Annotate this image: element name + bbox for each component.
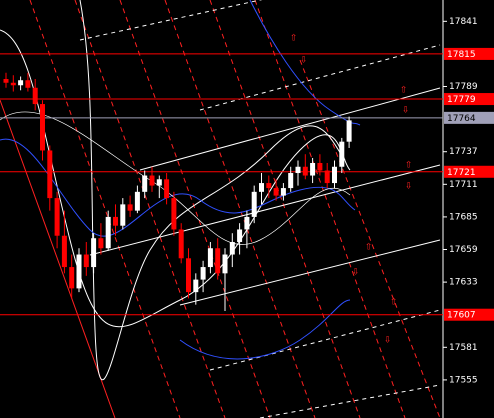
candle-body — [149, 175, 155, 186]
candle-body — [266, 183, 272, 189]
candle-body — [207, 248, 213, 268]
candle-body — [237, 229, 243, 242]
candle-body — [186, 258, 191, 293]
price-level-label: 17764 — [447, 114, 476, 124]
candle-body — [317, 162, 323, 171]
candle-body — [295, 166, 301, 174]
price-level-box — [444, 111, 494, 124]
y-tick-label: 17659 — [449, 245, 478, 255]
candle-body — [127, 204, 133, 211]
y-tick-label: 17633 — [449, 278, 478, 288]
price-level-box — [444, 47, 494, 60]
svg-text:⇩: ⇩ — [384, 336, 392, 346]
candle-body — [10, 82, 16, 86]
candle-body — [61, 235, 67, 268]
svg-text:⇧: ⇧ — [390, 298, 398, 308]
candle-body — [156, 179, 162, 186]
price-level-box — [444, 308, 494, 321]
candle-body — [273, 188, 279, 196]
candle-body — [251, 191, 257, 217]
svg-text:⇩: ⇩ — [402, 106, 410, 116]
candle-body — [3, 78, 9, 83]
svg-text:⇧: ⇧ — [365, 243, 373, 253]
candle-body — [134, 191, 140, 211]
indicator-overlay: ⇧ ⇩ ⇧ ⇩ ⇧ ⇩ ⇧ ⇩ ⇧ ⇩ — [0, 0, 441, 418]
price-level-label: 17779 — [447, 95, 476, 105]
candle-body — [120, 204, 126, 226]
candle-body — [98, 238, 104, 249]
candle-body — [310, 162, 316, 176]
svg-text:⇧: ⇧ — [290, 34, 298, 44]
candle-body — [324, 170, 330, 184]
candle-body — [346, 120, 352, 142]
y-tick-label: 17685 — [449, 212, 478, 222]
svg-text:⇩: ⇩ — [352, 268, 360, 278]
price-level-box — [444, 165, 494, 178]
candle-body — [171, 198, 177, 230]
candle-body — [142, 175, 148, 192]
candle-body — [259, 183, 264, 192]
candle-body — [76, 254, 82, 289]
candle-body — [47, 150, 53, 199]
candle-body — [105, 216, 111, 249]
candle-body — [332, 166, 337, 184]
candle-body — [18, 80, 24, 86]
candle-body — [91, 238, 97, 268]
candle-body — [280, 188, 286, 196]
price-level-label: 17815 — [447, 50, 476, 60]
candle-body — [244, 216, 250, 230]
candle-body — [69, 267, 75, 289]
price-level-box — [444, 93, 494, 106]
candle-body — [32, 87, 38, 105]
candle-body — [113, 216, 118, 226]
candle-body — [178, 229, 184, 259]
candle-body — [54, 198, 60, 236]
y-tick-label: 17737 — [449, 147, 478, 157]
y-tick-label: 17555 — [449, 375, 478, 385]
y-tick-label: 17789 — [449, 82, 478, 92]
price-level-label: 17607 — [447, 311, 476, 321]
candle-body — [339, 141, 345, 167]
candle-body — [229, 241, 235, 255]
candle-body — [222, 254, 228, 274]
candle-body — [193, 279, 199, 293]
svg-text:⇧: ⇧ — [400, 86, 408, 96]
svg-text:⇧: ⇧ — [405, 161, 413, 171]
candle-body — [40, 104, 45, 151]
candle-body — [215, 248, 221, 274]
candle-body — [164, 179, 170, 199]
svg-text:⇩: ⇩ — [300, 56, 308, 66]
y-tick-label: 17581 — [449, 343, 478, 353]
y-tick-label: 17711 — [449, 180, 478, 190]
candle-body — [25, 80, 31, 88]
svg-text:⇩: ⇩ — [405, 182, 413, 192]
price-level-label: 17721 — [447, 168, 476, 178]
candle-body — [83, 254, 89, 268]
y-tick-label: 17841 — [449, 17, 478, 27]
candle-body — [302, 166, 308, 176]
candle-body — [288, 173, 294, 189]
candle-body — [200, 267, 206, 280]
